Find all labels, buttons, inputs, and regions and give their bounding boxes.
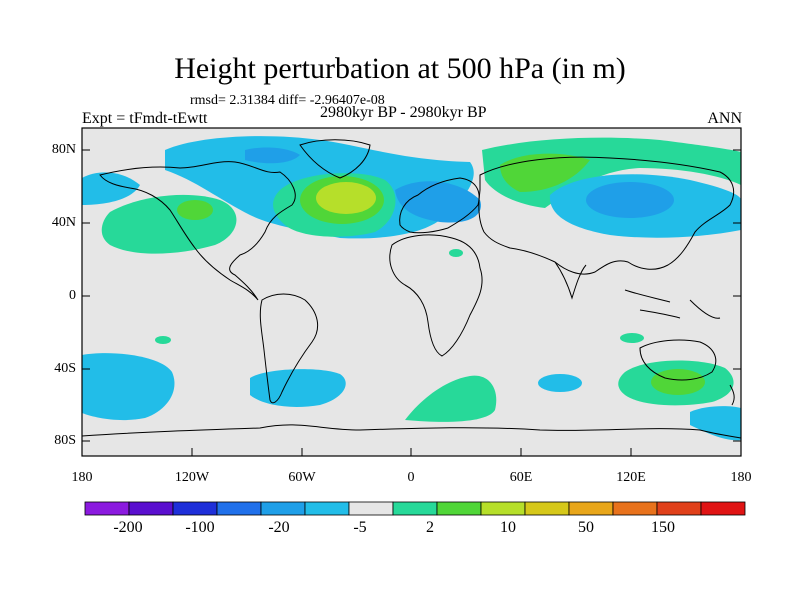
arctic-negative-core (245, 147, 300, 164)
colorbar-swatch (656, 501, 702, 516)
south-pacific-negative-region (82, 353, 175, 421)
indian-negative-spot (538, 374, 582, 392)
stats-text: rmsd= 2.31384 diff= -2.96407e-08 (190, 93, 385, 108)
period-label: 2980kyr BP - 2980kyr BP (320, 104, 487, 121)
colorbar-swatch (172, 501, 218, 516)
lat-label-80n: 80N (51, 142, 76, 157)
colorbar-label-2: 2 (426, 519, 434, 536)
indian-positive-spot (620, 333, 644, 343)
colorbar-swatch (568, 501, 614, 516)
europe-coast (399, 177, 480, 234)
colorbar-label-150: 150 (651, 519, 675, 536)
colorbar-swatch (480, 501, 526, 516)
south-atlantic-negative-region (250, 369, 346, 407)
lon-label-180e: 180 (730, 470, 752, 485)
colorbar-label-50: 50 (578, 519, 594, 536)
southeast-negative-region (690, 406, 741, 441)
pacific-positive-core (177, 200, 213, 220)
contour-fields (82, 136, 741, 441)
colorbar-label-m100: -100 (185, 519, 215, 536)
colorbar-swatch (128, 501, 174, 516)
colorbar-swatch (392, 501, 438, 516)
colorbar-swatch (216, 501, 262, 516)
lon-label-120e: 120E (616, 470, 646, 485)
coastlines (82, 139, 741, 439)
lon-label-60w: 60W (288, 470, 316, 485)
lon-label-120w: 120W (174, 470, 210, 485)
southeast-asia-islands (624, 289, 721, 319)
greenland-coast (299, 139, 371, 179)
antarctica-coast (82, 424, 741, 439)
lat-label-40s: 40S (54, 361, 76, 376)
lat-label-80s: 80S (54, 433, 76, 448)
experiment-label: Expt = tFmdt-tEwtt (82, 110, 208, 127)
south-atlantic-positive-region (405, 375, 497, 422)
colorbar-swatch (612, 501, 658, 516)
colorbar-swatch (436, 501, 482, 516)
lon-ticks (81, 448, 742, 456)
colorbar-swatch (524, 501, 570, 516)
colorbar (84, 501, 746, 516)
colorbar-swatch (304, 501, 350, 516)
lat-ticks (82, 149, 741, 442)
colorbar-label-m5: -5 (353, 519, 367, 536)
australia-positive-core (651, 369, 705, 395)
south-america-coast (259, 293, 319, 404)
east-asia-negative-core (586, 182, 674, 218)
tropical-positive-spot (155, 336, 171, 344)
plot-title: Height perturbation at 500 hPa (in m) (174, 52, 626, 85)
colorbar-label-m200: -200 (113, 519, 143, 536)
australia-coast (639, 339, 717, 381)
lat-label-0: 0 (69, 288, 76, 303)
colorbar-swatch (260, 501, 306, 516)
colorbar-swatch (700, 501, 746, 516)
asia-positive-core (500, 153, 590, 192)
season-label: ANN (707, 110, 742, 127)
new-zealand-coast (729, 384, 735, 406)
colorbar-label-m20: -20 (268, 519, 290, 536)
atlantic-positive-core (316, 182, 376, 214)
europe-negative-core (395, 181, 481, 223)
asia-coast (478, 156, 735, 275)
lon-label-180w: 180 (71, 470, 93, 485)
lon-label-0: 0 (407, 470, 415, 485)
lon-label-60e: 60E (509, 470, 533, 485)
north-america-coast (99, 161, 296, 301)
colorbar-label-10: 10 (500, 519, 516, 536)
pacific-negative-region (82, 172, 140, 205)
colorbar-swatch (348, 501, 394, 516)
africa-positive-spot (449, 249, 463, 257)
lat-label-40n: 40N (51, 215, 76, 230)
india-coast (554, 261, 587, 300)
colorbar-swatch (84, 501, 130, 516)
africa-coast (389, 234, 483, 357)
